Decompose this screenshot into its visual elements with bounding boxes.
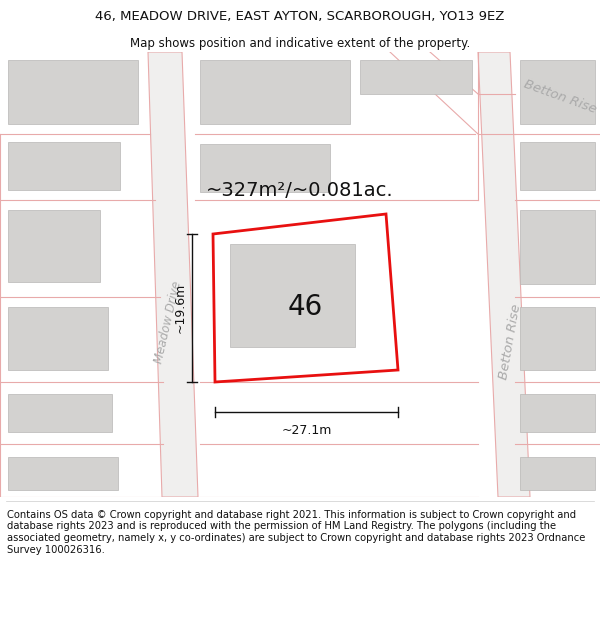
Polygon shape xyxy=(520,142,595,190)
Polygon shape xyxy=(520,60,595,124)
Polygon shape xyxy=(478,52,530,497)
Text: Meadow Drive: Meadow Drive xyxy=(152,279,184,364)
Polygon shape xyxy=(200,60,350,124)
Polygon shape xyxy=(520,394,595,432)
Text: ~19.6m: ~19.6m xyxy=(174,283,187,333)
Text: Map shows position and indicative extent of the property.: Map shows position and indicative extent… xyxy=(130,38,470,51)
Polygon shape xyxy=(8,457,118,490)
Polygon shape xyxy=(8,307,108,370)
Polygon shape xyxy=(520,210,595,284)
Text: ~27.1m: ~27.1m xyxy=(281,424,332,437)
Text: 46, MEADOW DRIVE, EAST AYTON, SCARBOROUGH, YO13 9EZ: 46, MEADOW DRIVE, EAST AYTON, SCARBOROUG… xyxy=(95,11,505,23)
Text: Betton Rise: Betton Rise xyxy=(497,303,523,381)
Text: Betton Rise: Betton Rise xyxy=(522,78,598,116)
Polygon shape xyxy=(230,244,355,347)
Polygon shape xyxy=(8,210,100,282)
Text: Contains OS data © Crown copyright and database right 2021. This information is : Contains OS data © Crown copyright and d… xyxy=(7,510,586,554)
Polygon shape xyxy=(520,457,595,490)
Text: 46: 46 xyxy=(287,293,323,321)
Polygon shape xyxy=(8,394,112,432)
Polygon shape xyxy=(148,52,198,497)
Polygon shape xyxy=(360,60,472,94)
Polygon shape xyxy=(8,60,138,124)
Polygon shape xyxy=(8,142,120,190)
Polygon shape xyxy=(520,307,595,370)
Text: ~327m²/~0.081ac.: ~327m²/~0.081ac. xyxy=(206,181,394,200)
Polygon shape xyxy=(200,144,330,192)
